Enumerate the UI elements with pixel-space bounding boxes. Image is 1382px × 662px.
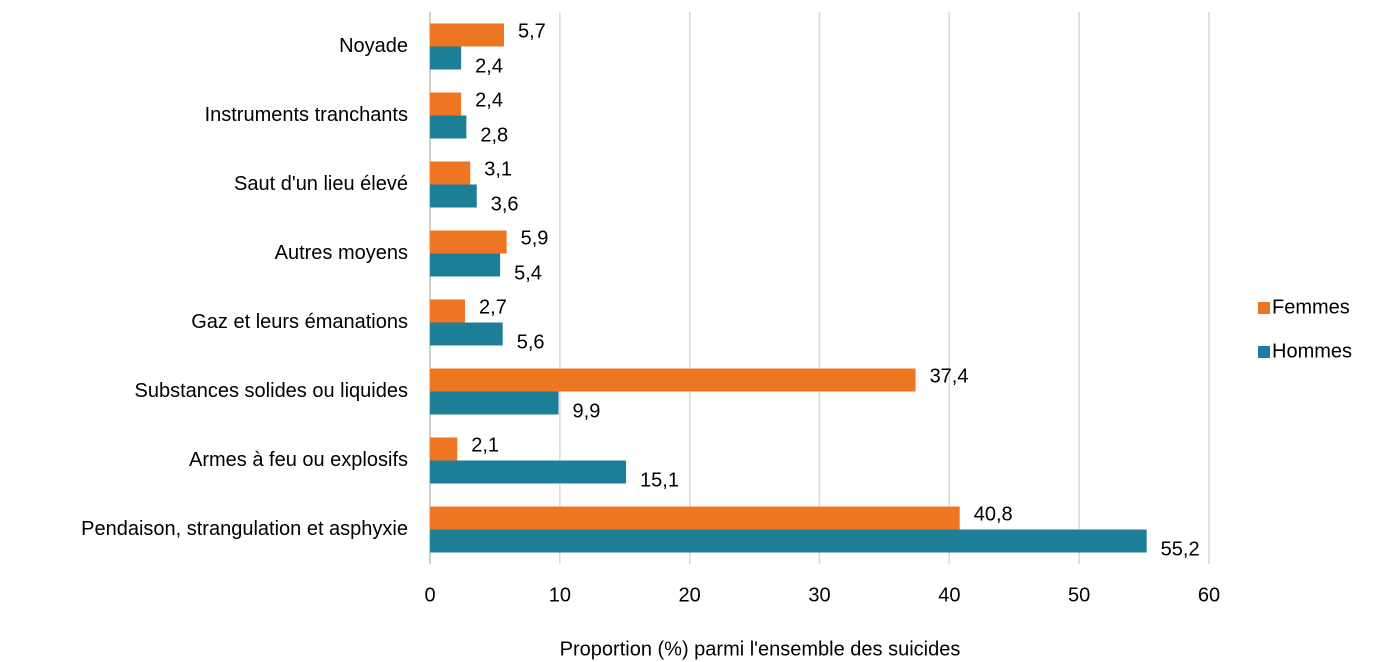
x-tick-label: 10	[549, 584, 571, 606]
value-label: 37,4	[930, 365, 969, 387]
x-tick-label: 60	[1198, 584, 1220, 606]
value-label: 5,9	[521, 227, 549, 249]
value-label: 5,6	[517, 331, 545, 353]
y-tick-label: Instruments tranchants	[205, 104, 408, 126]
value-label: 40,8	[974, 503, 1013, 525]
bar	[430, 391, 559, 415]
value-label: 3,6	[491, 193, 519, 215]
value-label: 2,4	[475, 89, 503, 111]
y-tick-label: Gaz et leurs émanations	[191, 311, 408, 333]
legend-swatch	[1258, 302, 1270, 314]
y-tick-label: Autres moyens	[275, 242, 408, 264]
x-axis-label: Proportion (%) parmi l'ensemble des suic…	[560, 638, 961, 660]
value-label: 3,1	[484, 158, 512, 180]
x-tick-label: 50	[1068, 584, 1090, 606]
bar	[430, 529, 1147, 553]
legend-label: Femmes	[1272, 296, 1350, 318]
y-tick-label: Saut d'un lieu élevé	[234, 173, 408, 195]
y-tick-label: Substances solides ou liquides	[134, 380, 408, 402]
legend-label: Hommes	[1272, 340, 1352, 362]
x-tick-label: 40	[938, 584, 960, 606]
y-tick-label: Pendaison, strangulation et asphyxie	[81, 518, 408, 540]
value-label: 2,1	[471, 434, 499, 456]
bar	[430, 437, 458, 461]
value-label: 5,4	[514, 262, 542, 284]
x-tick-label: 0	[424, 584, 435, 606]
bar	[430, 460, 627, 484]
bar	[430, 115, 467, 139]
bar	[430, 506, 960, 530]
bar	[430, 299, 466, 323]
bar	[430, 46, 462, 70]
value-label: 2,8	[480, 124, 508, 146]
bar	[430, 322, 503, 346]
value-label: 9,9	[573, 400, 601, 422]
legend-swatch	[1258, 346, 1270, 358]
value-label: 15,1	[640, 469, 679, 491]
value-label: 2,4	[475, 55, 503, 77]
bar	[430, 230, 507, 254]
bar	[430, 161, 471, 185]
y-tick-label: Noyade	[339, 35, 408, 57]
bar	[430, 92, 462, 116]
x-tick-label: 30	[808, 584, 830, 606]
bar	[430, 368, 916, 392]
value-label: 5,7	[518, 20, 546, 42]
y-tick-label: Armes à feu ou explosifs	[189, 449, 408, 471]
bar	[430, 184, 477, 208]
bar	[430, 253, 501, 277]
bar	[430, 23, 505, 47]
value-label: 2,7	[479, 296, 507, 318]
value-label: 55,2	[1161, 538, 1200, 560]
x-tick-label: 20	[679, 584, 701, 606]
